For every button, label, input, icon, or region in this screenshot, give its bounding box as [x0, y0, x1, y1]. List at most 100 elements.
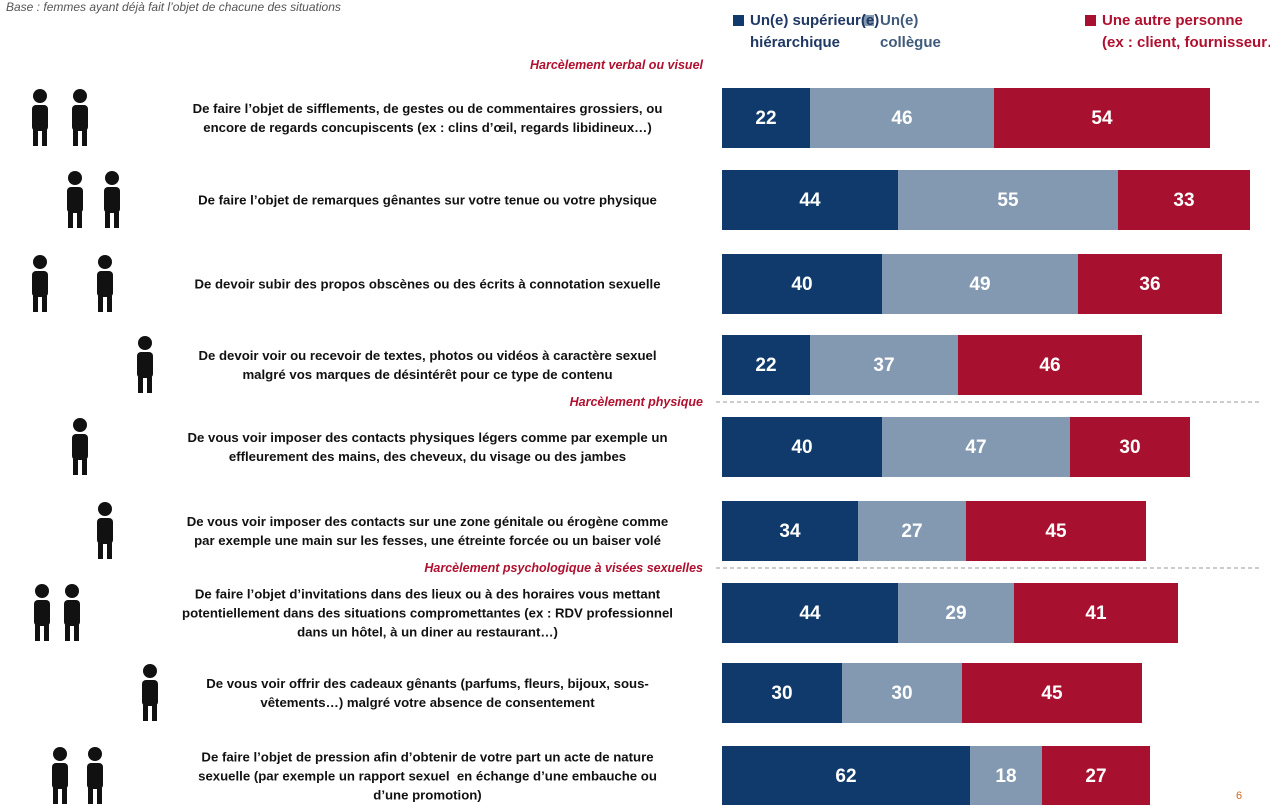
value-label: 55 — [997, 190, 1019, 211]
icon-body — [34, 600, 50, 626]
icon — [32, 255, 48, 312]
icon — [52, 747, 68, 804]
legend-label: Un(e) collègue — [880, 10, 941, 54]
icon-head — [53, 747, 67, 761]
icon — [32, 89, 48, 146]
icon-leg — [98, 296, 103, 312]
value-label: 44 — [799, 603, 821, 624]
value-label: 29 — [945, 603, 966, 624]
section-label: Harcèlement verbal ou visuel — [530, 58, 703, 72]
value-label: 36 — [1139, 274, 1160, 295]
category-label: De devoir voir ou recevoir de textes, ph… — [140, 346, 715, 384]
category-label: De faire l’objet de remarques gênantes s… — [140, 191, 715, 210]
value-label: 46 — [891, 108, 912, 129]
icon — [72, 418, 88, 475]
value-label: 22 — [755, 108, 776, 129]
icon — [34, 584, 50, 641]
section-label: Harcèlement physique — [570, 395, 703, 409]
value-label: 49 — [969, 274, 990, 295]
icon-head — [33, 89, 47, 103]
icon-head — [98, 255, 112, 269]
icon-leg — [73, 459, 78, 475]
value-label: 30 — [771, 683, 792, 704]
category-label: De faire l’objet de pression afin d’obte… — [140, 748, 715, 805]
icon-leg — [35, 625, 40, 641]
icon-leg — [88, 788, 93, 804]
icon-head — [105, 171, 119, 185]
section-label: Harcèlement psychologique à visées sexue… — [424, 561, 703, 575]
value-label: 46 — [1039, 355, 1060, 376]
icon-body — [97, 271, 113, 297]
icon-head — [68, 171, 82, 185]
icon — [97, 502, 113, 559]
category-label: De vous voir imposer des contacts sur un… — [140, 512, 715, 550]
icon-body — [87, 763, 103, 789]
icon-leg — [42, 130, 47, 146]
icon-head — [88, 747, 102, 761]
icon-leg — [65, 625, 70, 641]
icon — [64, 584, 80, 641]
value-label: 33 — [1173, 190, 1194, 211]
icon-head — [35, 584, 49, 598]
icon-body — [72, 434, 88, 460]
icon-leg — [114, 212, 119, 228]
category-label: De devoir subir des propos obscènes ou d… — [140, 275, 715, 294]
value-label: 40 — [791, 274, 812, 295]
icon-leg — [107, 296, 112, 312]
icon — [97, 255, 113, 312]
icon-leg — [33, 296, 38, 312]
legend-label: Une autre personne (ex : client, fournis… — [1102, 10, 1270, 54]
icon-leg — [62, 788, 67, 804]
icon-leg — [107, 543, 112, 559]
value-label: 22 — [755, 355, 776, 376]
icon-leg — [77, 212, 82, 228]
value-label: 34 — [779, 521, 801, 542]
value-label: 44 — [799, 190, 821, 211]
value-label: 45 — [1045, 521, 1067, 542]
category-label: De vous voir imposer des contacts physiq… — [140, 428, 715, 466]
icon-head — [33, 255, 47, 269]
value-label: 54 — [1091, 108, 1113, 129]
icon-leg — [44, 625, 49, 641]
legend-swatch — [1085, 15, 1096, 26]
icon-body — [104, 187, 120, 213]
value-label: 27 — [1085, 766, 1106, 787]
value-label: 40 — [791, 437, 812, 458]
category-label: De faire l’objet d’invitations dans des … — [140, 585, 715, 642]
icon-head — [73, 89, 87, 103]
icon-head — [65, 584, 79, 598]
icon-leg — [98, 543, 103, 559]
icon-leg — [74, 625, 79, 641]
category-label: De vous voir offrir des cadeaux gênants … — [140, 674, 715, 712]
icon-leg — [73, 130, 78, 146]
value-label: 47 — [965, 437, 986, 458]
value-label: 30 — [891, 683, 912, 704]
icon-head — [73, 418, 87, 432]
icon-head — [98, 502, 112, 516]
icon-leg — [82, 459, 87, 475]
legend-label: Un(e) supérieur(e) hiérarchique — [750, 10, 879, 54]
value-label: 45 — [1041, 683, 1063, 704]
page: Base : femmes ayant déjà fait l’objet de… — [0, 0, 1270, 805]
value-label: 37 — [873, 355, 894, 376]
value-label: 18 — [995, 766, 1016, 787]
value-label: 27 — [901, 521, 922, 542]
icon-leg — [68, 212, 73, 228]
icon-body — [67, 187, 83, 213]
legend-swatch — [733, 15, 744, 26]
value-label: 62 — [835, 766, 856, 787]
category-label: De faire l’objet de sifflements, de gest… — [140, 99, 715, 137]
icon — [67, 171, 83, 228]
icon-leg — [33, 130, 38, 146]
icon — [87, 747, 103, 804]
icon — [104, 171, 120, 228]
icon-leg — [53, 788, 58, 804]
icon-body — [97, 518, 113, 544]
value-label: 41 — [1085, 603, 1107, 624]
value-label: 30 — [1119, 437, 1140, 458]
icon-body — [32, 105, 48, 131]
icon — [72, 89, 88, 146]
icon-leg — [105, 212, 110, 228]
icon-body — [52, 763, 68, 789]
icon-leg — [97, 788, 102, 804]
